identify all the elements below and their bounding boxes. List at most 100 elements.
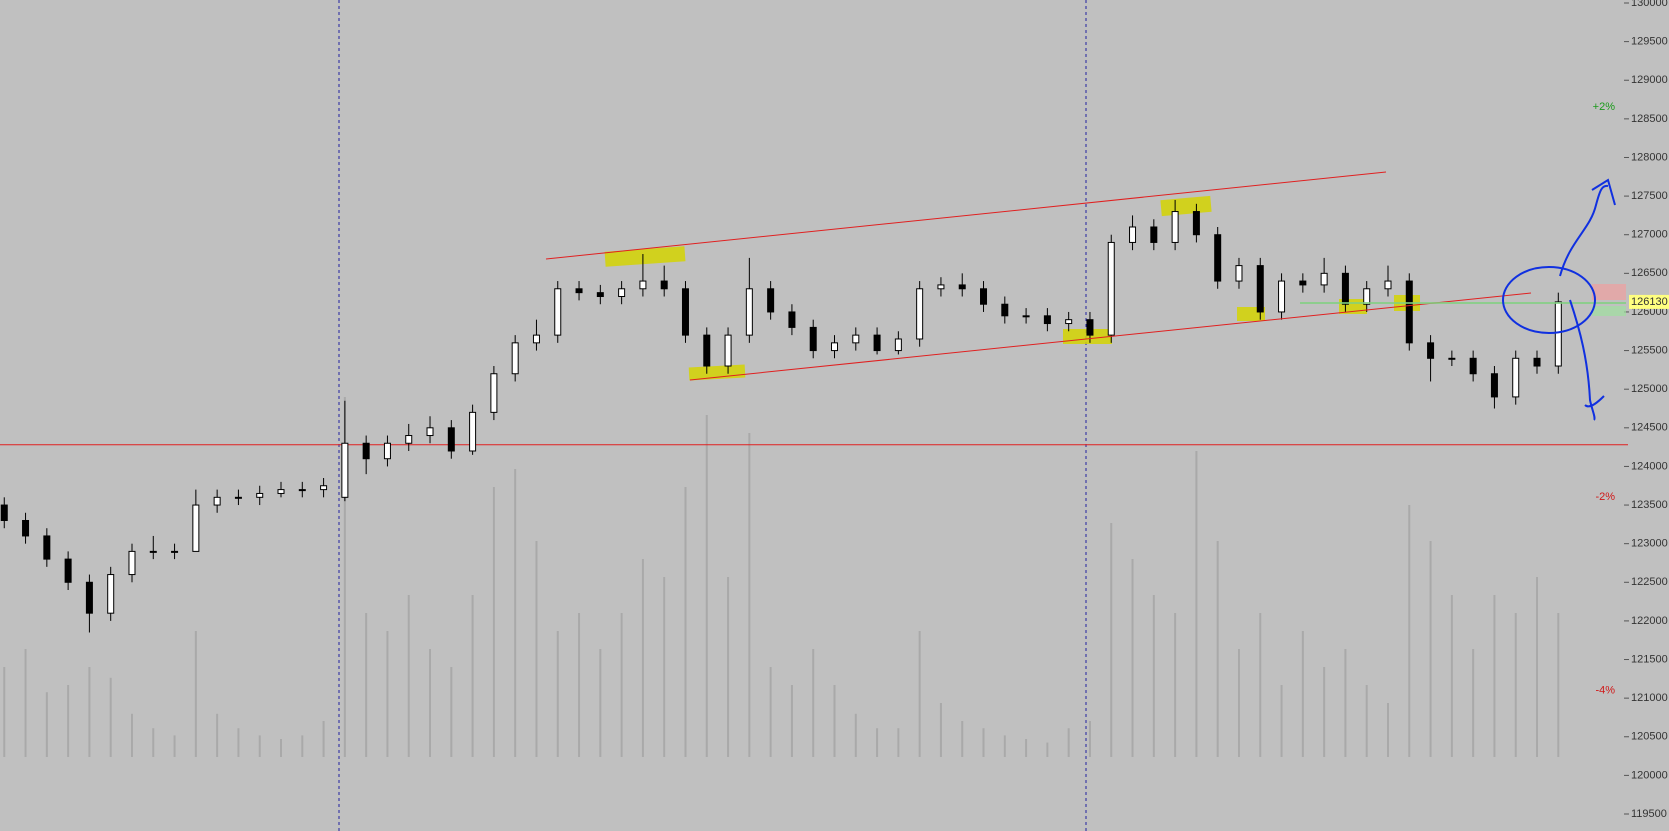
candle-body (511, 342, 519, 375)
candle-body (256, 492, 264, 498)
volume-bar (492, 487, 495, 757)
candle-body (980, 288, 988, 305)
volume-bar (769, 667, 772, 757)
volume-bar (1280, 685, 1283, 757)
volume-bar (152, 728, 155, 757)
price-tag-label: 126130 (1631, 296, 1668, 308)
volume-bar (216, 713, 219, 757)
volume-bar (1408, 505, 1411, 757)
candle-body (1022, 315, 1030, 318)
y-tick-label: 125500 (1631, 344, 1668, 356)
volume-bar (301, 735, 304, 757)
y-tick-label: 124000 (1631, 460, 1668, 472)
candle-body (192, 504, 200, 552)
candle-body (1235, 265, 1243, 282)
candle-body (1001, 303, 1009, 317)
y-tick-label: 119500 (1631, 808, 1667, 820)
y-tick-label: 123500 (1631, 499, 1668, 511)
volume-bar (322, 721, 325, 757)
candle-body (1256, 265, 1264, 313)
candle-body (426, 427, 434, 437)
volume-bar (1429, 541, 1432, 757)
candle-body (767, 288, 775, 313)
candle-body (1150, 226, 1158, 243)
volume-bar (727, 577, 730, 757)
volume-bar (1131, 559, 1134, 757)
candle-body (639, 280, 647, 290)
drawing-tools (545, 171, 1626, 421)
candle-body (788, 311, 796, 328)
percent-label: -2% (1595, 491, 1615, 503)
candle-body (554, 288, 562, 336)
candle-body (724, 334, 732, 367)
candle-body (362, 442, 370, 460)
volume-bar (663, 577, 666, 757)
volume-bar (1195, 451, 1198, 757)
volume-bar (833, 685, 836, 757)
candle-body (660, 280, 668, 290)
candle-body (234, 496, 242, 499)
volume-bar (1259, 613, 1262, 757)
candle-body (213, 496, 221, 506)
candle-body (149, 550, 157, 553)
candle-body (1448, 357, 1456, 360)
candle-body (1065, 319, 1073, 325)
volume-bar (514, 469, 517, 757)
y-tick-label: 122500 (1631, 576, 1668, 588)
percent-label: -4% (1595, 684, 1615, 696)
y-tick-label: 124500 (1631, 422, 1668, 434)
volume-bar (1216, 541, 1219, 757)
volume-bar (450, 667, 453, 757)
volume-bar (812, 649, 815, 757)
candle-body (745, 288, 753, 336)
percent-label: +2% (1593, 101, 1616, 113)
candle-body (277, 489, 285, 494)
y-tick-label: 128500 (1631, 113, 1668, 125)
volume-bar (1174, 613, 1177, 757)
volume-bar (578, 613, 581, 757)
volume-bar (1514, 613, 1517, 757)
volume-bar (407, 595, 410, 757)
candle-body (618, 288, 626, 298)
candle-body (85, 581, 93, 614)
price-tag (1629, 294, 1669, 309)
volume-bar (620, 613, 623, 757)
candle-body (405, 435, 413, 444)
drawing (689, 292, 1532, 381)
volume-bar (1152, 595, 1155, 757)
candle-body (703, 334, 711, 367)
candle-body (64, 558, 72, 583)
candle-body (1086, 319, 1094, 336)
candle-body (916, 288, 924, 340)
y-tick-label: 121000 (1631, 692, 1668, 704)
volume-bar (258, 735, 261, 757)
volume-bar (237, 728, 240, 757)
y-tick-label: 128000 (1631, 151, 1668, 163)
volume-bar (705, 415, 708, 757)
candle-body (128, 550, 136, 576)
y-tick-label: 127000 (1631, 229, 1668, 241)
volume-bar (641, 559, 644, 757)
candle-body (681, 288, 689, 336)
volume-bar (1110, 523, 1113, 757)
candle-body (894, 338, 902, 352)
candle-body (1405, 280, 1413, 344)
volume-bar (1344, 649, 1347, 757)
volume-bar (386, 631, 389, 757)
volume-bar (1046, 742, 1049, 757)
drawing (545, 171, 1387, 260)
volume-bar (24, 649, 27, 757)
volume-bar (1557, 613, 1560, 757)
volume-bar (684, 487, 687, 757)
volume-bar (67, 685, 70, 757)
candle-body (1129, 226, 1137, 243)
candle-body (298, 489, 306, 492)
candle-body (320, 485, 328, 491)
candle-body (1299, 280, 1307, 286)
volume-bar (1323, 667, 1326, 757)
volume-bar (1088, 721, 1091, 757)
candle-body (1512, 357, 1520, 398)
candle-body (1533, 357, 1541, 367)
candle-body (1107, 241, 1115, 336)
